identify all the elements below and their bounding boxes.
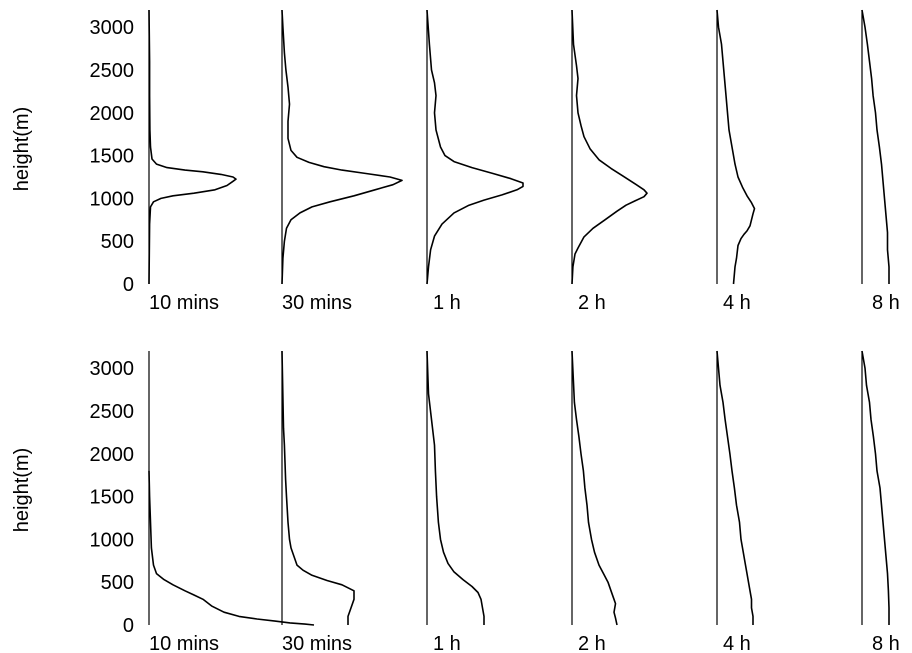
y-tick-label: 2000 [90,444,135,466]
series-2: 1 h [427,10,523,314]
y-axis-title: height(m) [11,448,33,532]
series-label: 8 h [872,292,900,314]
y-tick-label: 2500 [90,401,135,423]
y-tick-label: 0 [123,274,134,296]
series-line [572,10,647,284]
y-tick-label: 1500 [90,487,135,509]
panel-bottom: 0 500 1000 1500 2000 2500 3000 height(m) 10 mins… [11,351,900,653]
series-line [427,351,484,625]
series-label: 8 h [872,633,900,653]
series-label: 1 h [433,633,461,653]
y-tick-label: 2000 [90,103,135,125]
series-line [149,10,236,284]
series-label: 10 mins [149,633,219,653]
series-1: 30 mins [282,351,354,653]
series-1: 30 mins [282,10,402,314]
series-3: 2 h [572,351,617,653]
series-line [282,351,354,625]
series-4: 4 h [717,10,755,314]
series-5: 8 h [862,351,900,653]
y-tick-label: 3000 [90,17,135,39]
series-label: 10 mins [149,292,219,314]
series-label: 30 mins [282,633,352,653]
series-3: 2 h [572,10,647,314]
y-tick-label: 500 [101,572,134,594]
series-line [572,351,617,625]
y-tick-label: 1500 [90,146,135,168]
series-line [862,351,889,625]
series-2: 1 h [427,351,484,653]
y-tick-label: 1000 [90,188,135,210]
series-label: 4 h [723,633,751,653]
series-line [717,10,755,284]
series-label: 30 mins [282,292,352,314]
series-5: 8 h [862,10,900,314]
y-tick-label: 1000 [90,529,135,551]
series-line [717,351,753,625]
series-label: 1 h [433,292,461,314]
series-line [427,10,523,284]
series-line [282,10,402,284]
series-4: 4 h [717,351,753,653]
y-tick-label: 3000 [90,358,135,380]
y-axis-title: height(m) [11,107,33,191]
y-tick-label: 0 [123,615,134,637]
series-label: 2 h [578,633,606,653]
panel-top: 0 500 1000 1500 2000 2500 3000 height(m) 10 mins… [11,10,900,314]
series-0: 10 mins [149,10,236,314]
y-tick-label: 500 [101,231,134,253]
series-label: 2 h [578,292,606,314]
series-line [862,10,889,284]
series-0: 10 mins [149,351,314,653]
series-label: 4 h [723,292,751,314]
series-line [149,471,314,625]
y-tick-label: 2500 [90,60,135,82]
